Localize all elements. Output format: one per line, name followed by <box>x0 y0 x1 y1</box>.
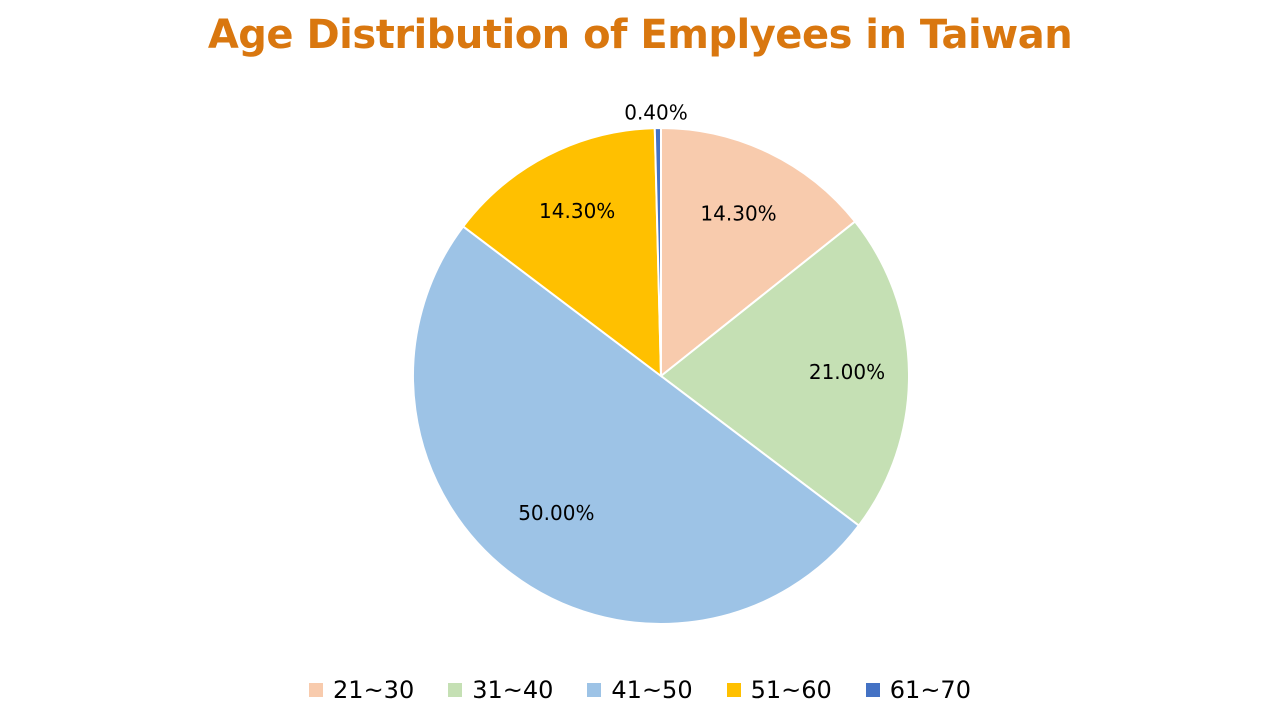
legend-item-21-30: 21~30 <box>309 676 414 704</box>
pie-data-labels: 14.30% 21.00% 50.00% 14.30% 0.40% <box>518 101 885 525</box>
pie-slice-51-60 <box>461 127 663 379</box>
legend-label: 31~40 <box>472 676 554 704</box>
legend-swatch <box>726 683 741 697</box>
pie-slices <box>412 126 910 625</box>
legend-label: 21~30 <box>333 676 415 704</box>
legend-swatch <box>309 683 324 697</box>
data-label-21-30: 14.30% <box>700 202 776 226</box>
legend-swatch <box>587 683 602 697</box>
data-label-41-50: 50.00% <box>518 501 594 525</box>
data-label-61-70: 0.40% <box>624 101 688 125</box>
data-label-51-60: 14.30% <box>539 199 615 223</box>
legend-label: 51~60 <box>750 676 832 704</box>
legend-item-51-60: 51~60 <box>726 676 832 704</box>
legend-item-41-50: 41~50 <box>587 676 693 704</box>
pie-slice-31-40 <box>659 220 910 527</box>
pie-slice-21-30 <box>660 126 857 379</box>
legend-swatch <box>448 683 463 697</box>
legend-swatch <box>865 683 880 697</box>
legend-label: 61~70 <box>889 676 971 704</box>
legend-label: 41~50 <box>611 676 693 704</box>
data-label-31-40: 21.00% <box>809 360 885 384</box>
legend-item-31-40: 31~40 <box>448 676 553 704</box>
chart-title: Age Distribution of Emplyees in Taiwan <box>207 12 1073 58</box>
legend-item-61-70: 61~70 <box>865 676 971 704</box>
pie-slice-61-70 <box>653 126 662 377</box>
pie-slice-41-50 <box>412 225 861 625</box>
chart-legend: 21~30 31~40 41~50 51~60 61~70 <box>0 672 1280 708</box>
